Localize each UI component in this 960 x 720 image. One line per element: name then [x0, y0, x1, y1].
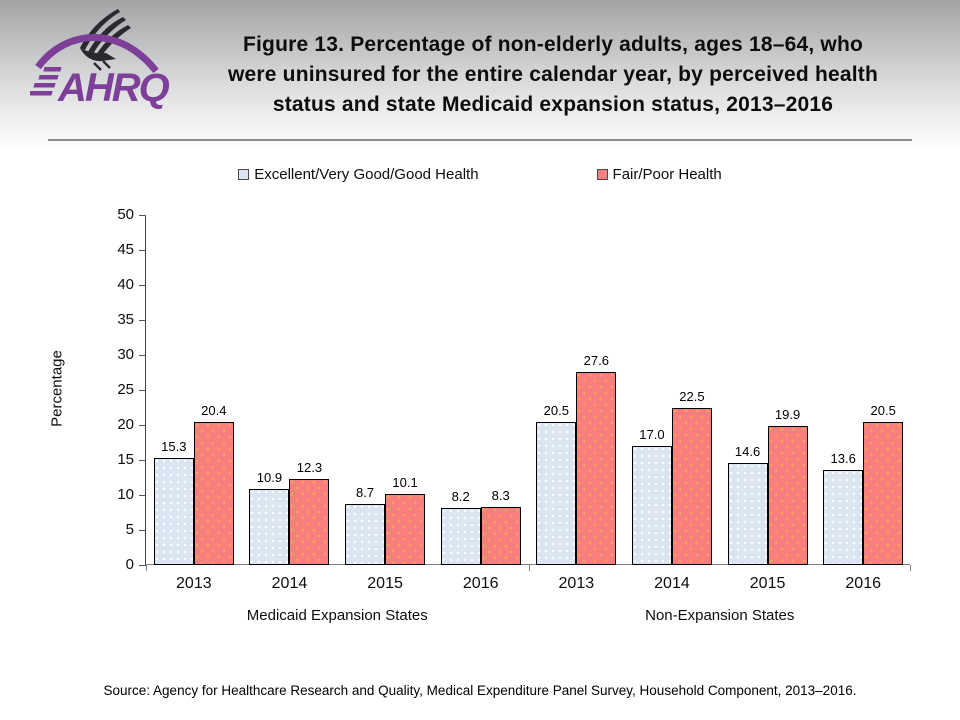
bar-value-excellent-2016-expansion: 8.2	[451, 488, 470, 504]
legend-label-excellent: Excellent/Very Good/Good Health	[254, 166, 479, 183]
bar-fair-2014-expansion	[289, 478, 330, 565]
bar-value-fair-2014-non-expansion: 22.5	[679, 388, 705, 404]
bar-fair-2016-expansion	[480, 506, 521, 565]
bar-value-excellent-2013-expansion: 15.3	[161, 438, 187, 454]
source-note: Source: Agency for Healthcare Research a…	[103, 683, 857, 698]
bar-value-excellent-2014-non-expansion: 17.0	[639, 427, 665, 442]
y-tick-label-45: 45	[117, 241, 134, 258]
page-title-line2: were uninsured for the entire calendar y…	[227, 62, 879, 86]
ahrq-arc	[35, 34, 159, 74]
y-tick-mark-45	[139, 250, 146, 251]
x-tick-label-2016-non-expansion: 2016	[845, 575, 881, 592]
x-tick-label-2014-non-expansion: 2014	[654, 575, 690, 592]
bar-excellent-2013-non-expansion	[536, 421, 577, 565]
ahrq-logo: AHRQ	[28, 5, 175, 115]
header-band: AHRQ Figure 13. Percentage of non-elderl…	[0, 0, 960, 150]
y-tick-label-35: 35	[117, 311, 134, 328]
ahrq-wordmark: AHRQ	[57, 66, 170, 110]
y-tick-mark-25	[139, 390, 146, 391]
bar-excellent-2016-non-expansion	[823, 469, 864, 565]
bar-fair-2015-expansion	[385, 494, 426, 565]
bar-value-excellent-2013-non-expansion: 20.5	[543, 402, 569, 418]
y-tick-mark-50	[139, 215, 146, 216]
ahrq-stripes	[28, 67, 62, 96]
bar-fair-2013-expansion	[193, 422, 234, 565]
y-tick-label-30: 30	[117, 346, 134, 363]
chart-legend: Excellent/Very Good/Good Health Fair/Poo…	[0, 166, 960, 183]
header-divider	[48, 139, 912, 141]
y-tick-mark-35	[139, 320, 146, 321]
y-axis-title: Percentage	[48, 350, 66, 427]
bar-value-fair-2016-non-expansion: 20.5	[870, 402, 896, 418]
y-tick-label-0: 0	[125, 556, 134, 573]
bar-value-fair-2014-expansion: 12.3	[296, 459, 323, 475]
x-tick-label-2015-non-expansion: 2015	[749, 575, 786, 592]
bar-fair-2015-non-expansion	[767, 425, 808, 565]
y-tick-label-40: 40	[117, 276, 134, 293]
legend-label-fair: Fair/Poor Health	[612, 166, 722, 183]
x-axis-boundary-tick	[528, 565, 530, 571]
x-tick-label-2013-non-expansion: 2013	[558, 575, 595, 592]
section-label-expansion: Medicaid Expansion States	[246, 607, 428, 624]
bar-value-fair-2015-expansion: 10.1	[392, 475, 418, 491]
bar-value-excellent-2015-non-expansion: 14.6	[734, 443, 761, 459]
bar-value-fair-2015-non-expansion: 19.9	[774, 406, 801, 422]
y-tick-mark-0	[139, 565, 146, 566]
bar-value-excellent-2015-expansion: 8.7	[356, 485, 375, 501]
bar-excellent-2014-non-expansion	[631, 446, 672, 565]
y-tick-mark-15	[139, 460, 146, 461]
bar-excellent-2015-non-expansion	[727, 462, 768, 565]
ahrq-logo-graphic: AHRQ	[28, 9, 172, 110]
y-tick-label-20: 20	[117, 416, 134, 433]
legend-swatch-excellent	[238, 169, 250, 180]
bar-excellent-2015-expansion	[345, 504, 386, 565]
y-tick-mark-20	[139, 425, 146, 426]
y-tick-label-25: 25	[117, 381, 134, 398]
y-tick-mark-30	[139, 355, 146, 356]
legend-item-excellent: Excellent/Very Good/Good Health	[238, 166, 479, 183]
bar-value-fair-2013-expansion: 20.4	[201, 403, 227, 419]
y-tick-label-50: 50	[117, 206, 134, 223]
bar-excellent-2016-expansion	[440, 507, 481, 565]
bar-value-excellent-2014-expansion: 10.9	[256, 469, 283, 485]
y-tick-label-10: 10	[117, 486, 134, 503]
y-tick-label-15: 15	[117, 451, 134, 468]
bar-excellent-2013-expansion	[153, 457, 194, 565]
y-tick-label-5: 5	[125, 521, 134, 538]
page-title: Figure 13. Percentage of non-elderly adu…	[168, 30, 938, 119]
bar-fair-2014-non-expansion	[671, 407, 712, 565]
legend-item-fair: Fair/Poor Health	[596, 166, 722, 183]
y-tick-mark-5	[139, 530, 146, 531]
bar-fair-2016-non-expansion	[863, 421, 904, 565]
y-tick-mark-40	[139, 285, 146, 286]
page-title-line1: Figure 13. Percentage of non-elderly adu…	[242, 33, 864, 56]
bar-value-fair-2016-expansion: 8.3	[491, 487, 510, 503]
section-label-non-expansion: Non-Expansion States	[645, 607, 795, 624]
x-tick-label-2016-expansion: 2016	[462, 575, 499, 592]
x-axis-boundary-tick	[910, 565, 911, 571]
bar-value-fair-2013-non-expansion: 27.6	[583, 352, 609, 368]
page-title-line3: status and state Medicaid expansion stat…	[272, 92, 834, 116]
bar-value-excellent-2016-non-expansion: 13.6	[830, 450, 856, 466]
x-tick-label-2015-expansion: 2015	[367, 575, 403, 592]
y-tick-mark-10	[139, 495, 146, 496]
bar-fair-2013-non-expansion	[576, 371, 617, 565]
bar-excellent-2014-expansion	[249, 488, 290, 565]
legend-swatch-fair	[596, 169, 608, 180]
x-axis-boundary-tick	[146, 565, 147, 571]
x-tick-label-2014-expansion: 2014	[271, 575, 308, 592]
plot-area: 0 5 10 15 20 25 30 35 40 45 50 15.3 20.4 2013 10.9 12.3…	[117, 206, 911, 624]
x-tick-label-2013-expansion: 2013	[176, 575, 212, 592]
